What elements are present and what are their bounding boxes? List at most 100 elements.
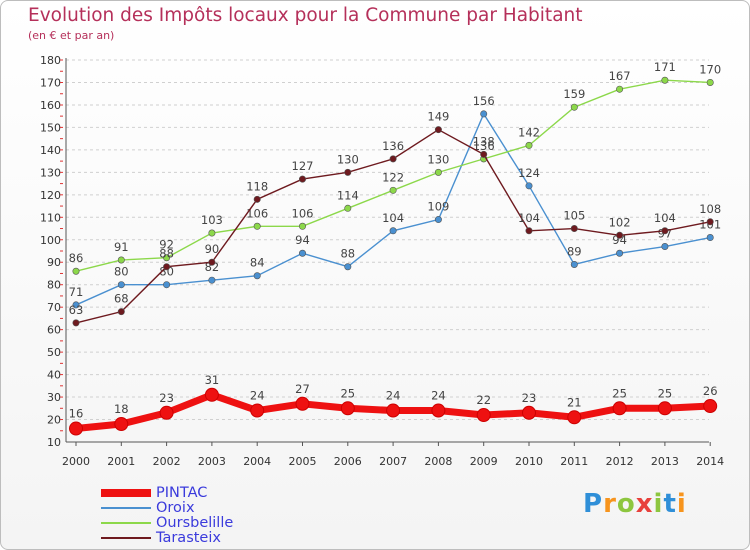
y-tick-label: 180 [40,54,61,67]
data-label-oroix: 80 [114,265,129,279]
logo-letter: r [603,489,617,519]
point-tarasteix [434,126,442,134]
point-oroix [389,227,397,235]
data-label-tarasteix: 63 [69,303,84,317]
y-tick-label: 10 [47,436,61,449]
point-tarasteix [525,227,533,235]
point-tarasteix [344,168,352,176]
legend-item-oroix: Oroix [101,500,321,516]
logo-letter: P [583,489,604,519]
point-oursbelille [706,78,714,86]
data-label-oursbelille: 159 [563,87,585,101]
point-tarasteix [706,218,714,226]
point-oroix [434,216,442,224]
point-oursbelille [253,222,261,230]
data-label-oursbelille: 103 [201,213,223,227]
data-label-tarasteix: 149 [427,110,449,124]
y-tick-label: 30 [47,391,61,404]
data-label-oursbelille: 122 [382,170,404,184]
point-oroix [298,249,306,257]
y-tick-label: 60 [47,324,61,337]
data-label-pintac: 25 [612,386,627,400]
logo-letter: t [663,489,677,519]
point-pintac [69,421,83,436]
legend-label: Tarasteix [156,530,221,546]
legend-label: Oursbelille [156,515,234,531]
y-tick-label: 90 [47,256,61,269]
point-oursbelille [434,168,442,176]
data-label-pintac: 18 [114,402,129,416]
point-oursbelille [208,229,216,237]
legend-item-tarasteix: Tarasteix [101,530,321,546]
data-label-pintac: 24 [386,389,401,403]
point-pintac [567,410,582,425]
data-label-tarasteix: 105 [563,209,585,223]
point-oursbelille [298,222,306,230]
data-label-oursbelille: 171 [654,60,676,74]
data-label-oursbelille: 170 [699,62,721,76]
x-tick-label: 2005 [289,455,317,468]
data-label-oursbelille: 142 [518,125,540,139]
legend-label: PINTAC [156,485,208,501]
point-oroix [117,281,125,289]
legend-item-pintac: PINTAC [101,485,321,501]
point-oroix [480,110,488,118]
data-label-tarasteix: 90 [205,242,220,256]
point-oursbelille [117,256,125,264]
point-tarasteix [661,227,669,235]
data-label-tarasteix: 130 [337,152,359,166]
legend-swatch [101,537,151,539]
data-label-oroix: 80 [159,265,174,279]
point-oursbelille [525,141,533,149]
y-tick-label: 130 [40,166,61,179]
point-tarasteix [117,308,125,316]
logo-letter: x [635,489,654,519]
point-oroix [72,301,80,309]
data-label-tarasteix: 127 [292,159,314,173]
data-label-oroix: 124 [518,166,540,180]
data-label-pintac: 22 [476,393,491,407]
y-tick-label: 40 [47,369,61,382]
point-tarasteix [163,263,171,271]
point-pintac [250,403,265,418]
data-label-oroix: 82 [205,260,220,274]
point-pintac [114,417,129,432]
data-label-pintac: 31 [205,373,220,387]
point-oursbelille [163,254,171,262]
data-label-oroix: 71 [69,285,84,299]
point-pintac [295,396,310,411]
data-label-pintac: 25 [658,386,673,400]
point-oroix [208,276,216,284]
point-oroix [661,243,669,251]
chart-subtitle: (en € et par an) [28,29,115,42]
data-label-tarasteix: 104 [654,211,676,225]
data-label-pintac: 16 [69,407,84,421]
point-oroix [570,260,578,268]
point-pintac [340,401,355,416]
point-oroix [525,182,533,190]
point-tarasteix [72,319,80,327]
data-label-oursbelille: 136 [473,139,495,153]
point-tarasteix [389,155,397,163]
x-tick-label: 2007 [379,455,407,468]
y-tick-label: 160 [40,99,61,112]
data-label-oursbelille: 91 [114,240,129,254]
data-label-pintac: 27 [295,382,310,396]
data-label-oroix: 94 [295,233,310,247]
y-tick-label: 50 [47,346,61,359]
y-tick-label: 70 [47,301,61,314]
point-pintac [386,403,401,418]
point-tarasteix [570,225,578,233]
x-tick-label: 2006 [334,455,362,468]
point-oroix [616,249,624,257]
point-tarasteix [480,150,488,158]
point-oroix [706,234,714,242]
point-pintac [522,405,536,420]
data-label-pintac: 23 [159,391,174,405]
point-pintac [703,399,718,414]
data-label-oursbelille: 106 [246,206,268,220]
x-tick-label: 2010 [515,455,543,468]
x-tick-label: 2013 [651,455,679,468]
data-label-pintac: 25 [340,386,355,400]
